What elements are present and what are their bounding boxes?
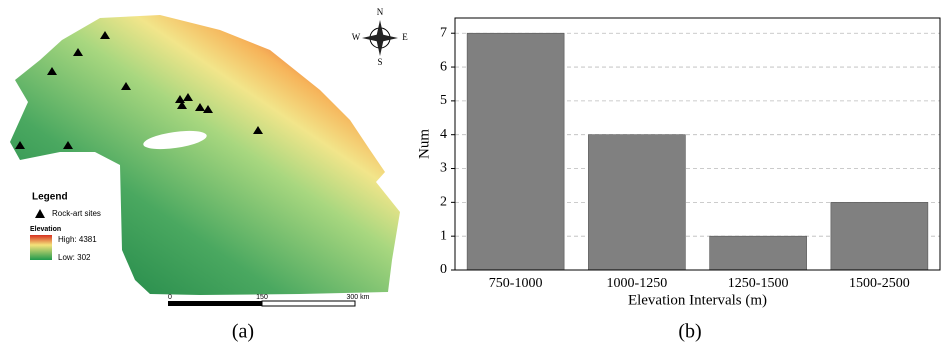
y-tick-label: 2 xyxy=(440,195,447,210)
y-tick-label: 3 xyxy=(440,161,447,176)
map: N S W E Legend Rock-art sites Elevation … xyxy=(10,7,408,306)
legend-elevation: Elevation xyxy=(30,226,61,233)
compass-n: N xyxy=(377,7,384,17)
bar xyxy=(831,202,928,270)
caption-a: (a) xyxy=(232,321,254,343)
bar xyxy=(588,135,685,270)
bar xyxy=(710,236,807,270)
x-tick-label: 1000-1250 xyxy=(607,276,668,291)
bar-chart: 0 1 2 3 4 5 6 7 750-1000 1000-1250 1250-1500 1500-2… xyxy=(416,18,940,308)
legend-title: Legend xyxy=(32,192,68,203)
y-tick-label: 7 xyxy=(440,25,447,40)
x-tick-label: 1250-1500 xyxy=(728,276,789,291)
y-tick-label: 4 xyxy=(440,127,447,142)
figure: N S W E Legend Rock-art sites Elevation … xyxy=(0,0,942,351)
x-axis-label: Elevation Intervals (m) xyxy=(628,292,767,308)
legend-low: Low: 302 xyxy=(58,253,91,262)
scale-end: 300 km xyxy=(347,294,370,301)
scale-start: 0 xyxy=(168,294,172,301)
compass: N S W E xyxy=(352,7,409,67)
y-axis-label: Num xyxy=(416,129,432,159)
legend-high: High: 4381 xyxy=(58,235,97,244)
compass-w: W xyxy=(352,32,361,42)
y-tick-label: 5 xyxy=(440,93,447,108)
scale-mid: 150 xyxy=(256,294,268,301)
y-tick-label: 0 xyxy=(440,262,447,277)
bar xyxy=(467,33,564,270)
y-tick-label: 1 xyxy=(440,228,447,243)
legend: Legend Rock-art sites Elevation High: 43… xyxy=(30,192,101,262)
compass-s: S xyxy=(377,57,382,67)
scale-bar: 0 150 300 km xyxy=(168,294,370,306)
x-tick-label: 750-1000 xyxy=(489,276,543,291)
compass-e: E xyxy=(402,32,408,42)
caption-b: (b) xyxy=(678,321,701,343)
legend-sites: Rock-art sites xyxy=(52,209,101,218)
y-tick-label: 6 xyxy=(440,59,447,74)
x-tick-label: 1500-2500 xyxy=(849,276,910,291)
